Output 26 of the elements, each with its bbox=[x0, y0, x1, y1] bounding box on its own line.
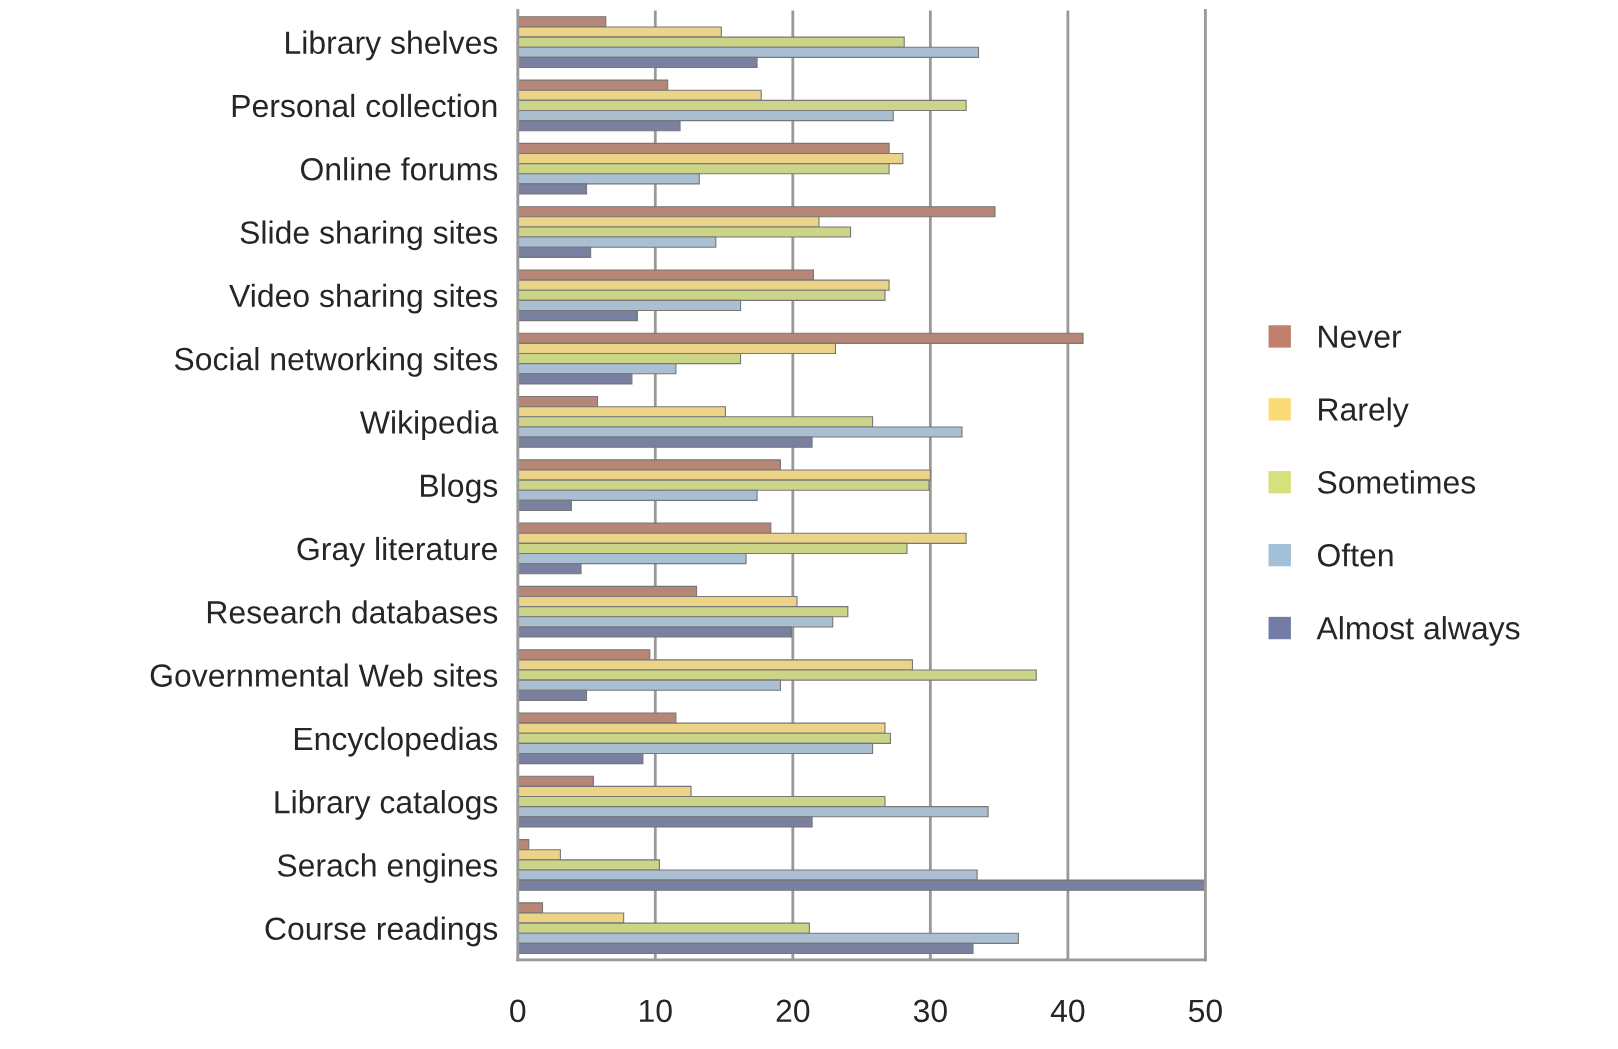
y-tick-label: Governmental Web sites bbox=[150, 663, 498, 687]
y-tick-label: Library shelves bbox=[286, 30, 498, 61]
y-tick-label: Gray literature bbox=[297, 536, 497, 567]
y-tick-label: Research databases bbox=[207, 600, 498, 624]
x-tick-label: 40 bbox=[1050, 999, 1085, 1023]
y-tick-label: Online forums bbox=[301, 157, 498, 181]
y-tick-label: Course readings bbox=[265, 916, 498, 947]
y-tick-label: Blogs bbox=[421, 473, 498, 504]
y-tick-label: Encyclopedias bbox=[294, 726, 498, 757]
y-tick-label: Wikipedia bbox=[359, 410, 499, 441]
x-tick-label: 30 bbox=[913, 999, 947, 1023]
x-tick-label: 10 bbox=[639, 999, 672, 1023]
legend-label: Often bbox=[1317, 543, 1393, 567]
y-tick-label: Video sharing sites bbox=[229, 283, 498, 314]
legend-label: Sometimes bbox=[1317, 470, 1476, 494]
legend-label: Almost always bbox=[1316, 616, 1520, 646]
x-tick-label: 0 bbox=[510, 999, 526, 1023]
y-tick-label: Serach engines bbox=[277, 853, 498, 884]
legend-label: Never bbox=[1319, 325, 1402, 348]
y-tick-label: Library catalogs bbox=[275, 790, 498, 820]
y-tick-label: Social networking sites bbox=[174, 347, 498, 377]
y-tick-label: Slide sharing sites bbox=[240, 220, 498, 251]
x-tick-label: 20 bbox=[776, 999, 810, 1023]
x-tick-label: 50 bbox=[1188, 999, 1222, 1023]
legend-label: Rarely bbox=[1319, 397, 1409, 428]
y-tick-label: Personal collection bbox=[232, 93, 497, 118]
